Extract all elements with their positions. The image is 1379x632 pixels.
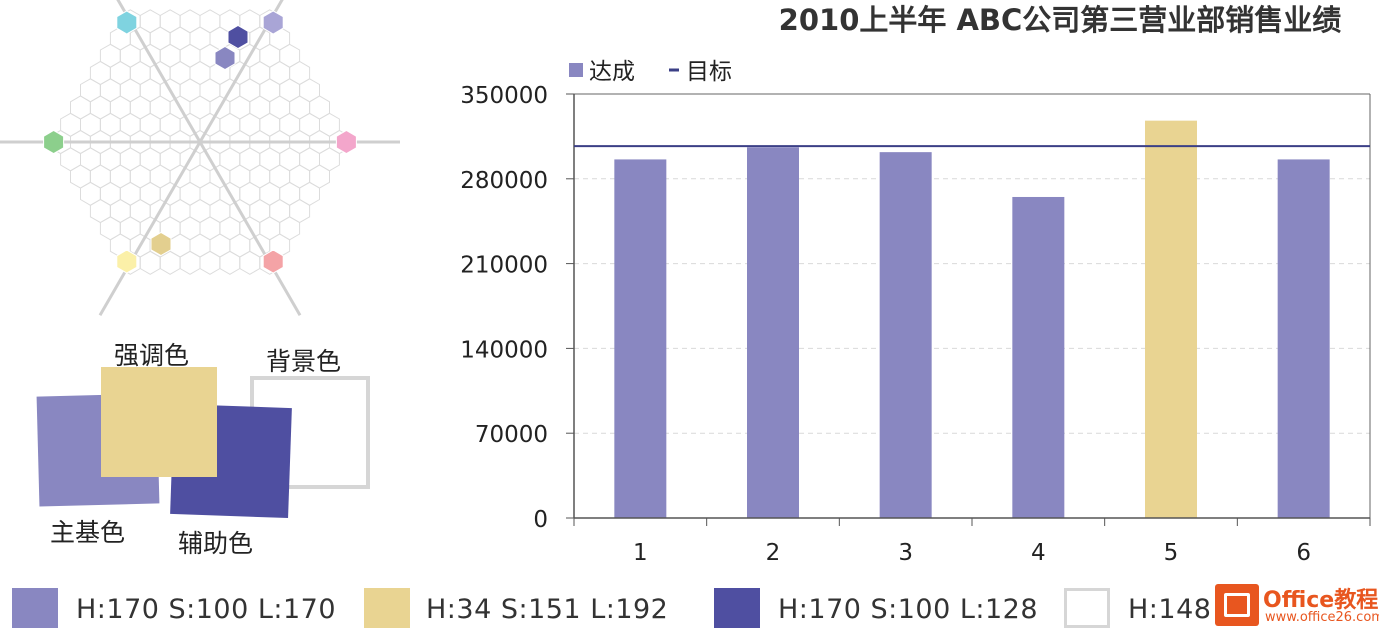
x-axis: 1 2 3 4 5 6 [573, 517, 1371, 566]
wheel-highlight-hex [214, 45, 236, 71]
legend-text-aux: H:170 S:100 L:128 [778, 594, 1039, 625]
bar [747, 147, 799, 518]
bar [879, 152, 932, 519]
chart-legend: 达成 目标 [569, 59, 732, 85]
gridlines [574, 178, 1370, 434]
x-tick-label: 4 [1031, 540, 1046, 566]
bar [1012, 196, 1065, 518]
sales-bar-chart: 2010上半年 ABC公司第三营业部销售业绩 0 70000 140000 210000… [460, 3, 1371, 566]
y-tick-label: 350000 [460, 83, 548, 109]
accent-color-label: 强调色 [114, 341, 190, 370]
wheel-vertex-hex [116, 249, 138, 274]
chart-title: 2010上半年 ABC公司第三营业部销售业绩 [779, 3, 1342, 37]
color-wheel-diagram [0, 0, 400, 316]
legend-text-accent: H:34 S:151 L:192 [426, 594, 669, 625]
accent-color-swatch [101, 367, 217, 477]
wheel-vertex-hex [335, 129, 357, 155]
x-tick-label: 3 [898, 540, 913, 566]
legend-label-achieved: 达成 [589, 59, 635, 85]
y-tick-label: 280000 [460, 168, 548, 194]
bar [1277, 159, 1330, 518]
legend-text-main: H:170 S:100 L:170 [76, 594, 337, 625]
logo-url: www.office26.com [1265, 610, 1379, 625]
legend-swatch-main [12, 588, 58, 628]
y-tick-label: 70000 [475, 422, 548, 448]
x-tick-label: 2 [766, 540, 781, 566]
bar [1145, 120, 1197, 518]
legend-swatch-aux [714, 588, 760, 628]
x-tick-label: 6 [1296, 540, 1311, 566]
x-tick-label: 1 [633, 540, 648, 566]
bar-series [614, 120, 1330, 519]
site-logo: Office教程网 www.office26.com [1213, 580, 1379, 632]
legend-marker-achieved [569, 63, 583, 77]
y-tick-label: 0 [533, 507, 548, 533]
wheel-vertex-hexes [43, 10, 357, 274]
y-axis-ticks: 0 70000 140000 210000 280000 350000 [460, 83, 574, 533]
wheel-vertex-hex [262, 249, 284, 274]
wheel-vertex-hex [43, 129, 65, 155]
legend-swatch-background [1064, 588, 1110, 628]
x-tick-label: 5 [1164, 540, 1179, 566]
wheel-vertex-hex [116, 10, 138, 35]
y-tick-label: 140000 [460, 337, 548, 363]
wheel-vertex-hex [262, 10, 284, 35]
logo-title: Office教程网 [1263, 588, 1379, 613]
y-tick-label: 210000 [460, 253, 548, 279]
main-color-label: 主基色 [50, 518, 126, 547]
wheel-highlight-hexes [150, 24, 249, 257]
wheel-highlight-hex [150, 231, 172, 257]
background-color-label: 背景色 [266, 347, 342, 376]
hex-grid [50, 9, 350, 275]
legend-swatch-accent [364, 588, 410, 628]
legend-label-target: 目标 [686, 59, 732, 85]
color-code-legend: H:170 S:100 L:170 H:34 S:151 L:192 H:170… [0, 586, 1379, 632]
office-logo-icon [1215, 584, 1259, 626]
aux-color-label: 辅助色 [178, 529, 254, 558]
bar [614, 159, 667, 518]
wheel-highlight-hex [227, 24, 249, 50]
